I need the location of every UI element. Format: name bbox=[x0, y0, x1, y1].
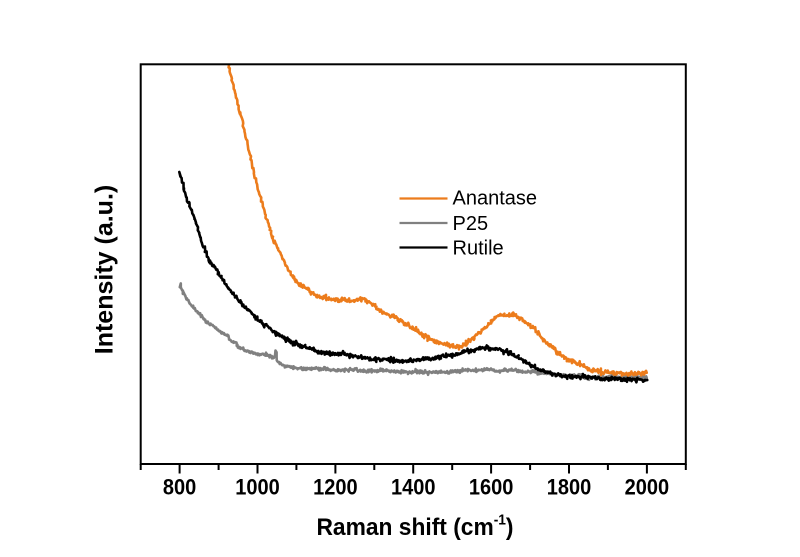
svg-text:1600: 1600 bbox=[469, 475, 514, 499]
svg-text:P25: P25 bbox=[453, 213, 489, 235]
svg-text:1200: 1200 bbox=[313, 475, 358, 499]
svg-text:Intensity (a.u.): Intensity (a.u.) bbox=[91, 185, 119, 354]
svg-text:800: 800 bbox=[163, 475, 196, 499]
svg-text:2000: 2000 bbox=[625, 475, 670, 499]
svg-text:1400: 1400 bbox=[391, 475, 436, 499]
svg-text:1000: 1000 bbox=[235, 475, 280, 499]
svg-text:Raman shift (cm-1): Raman shift (cm-1) bbox=[316, 511, 513, 540]
svg-text:Rutile: Rutile bbox=[453, 238, 504, 260]
svg-text:Anantase: Anantase bbox=[453, 188, 538, 210]
svg-text:1800: 1800 bbox=[547, 475, 592, 499]
